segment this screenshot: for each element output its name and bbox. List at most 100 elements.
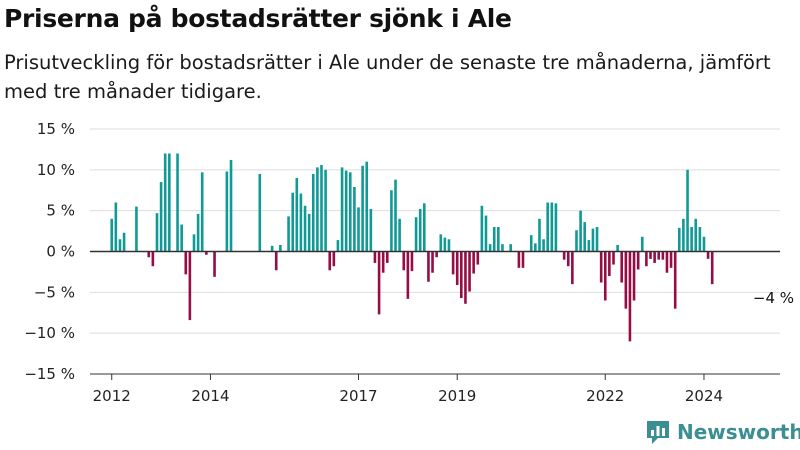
bar	[657, 251, 661, 260]
x-tick-label: 2012	[93, 387, 131, 405]
bar	[534, 243, 537, 252]
bar	[439, 234, 443, 252]
bar	[151, 251, 155, 267]
bar	[690, 227, 693, 252]
bar	[336, 240, 340, 252]
y-tick-label: −15 %	[24, 365, 75, 383]
bar	[229, 160, 233, 252]
bar	[698, 227, 702, 252]
x-tick-label: 2022	[586, 387, 624, 405]
bar	[542, 239, 545, 252]
bar	[274, 251, 278, 271]
bar	[373, 251, 377, 263]
bar	[192, 234, 196, 252]
bar	[114, 202, 118, 252]
bar	[270, 245, 274, 252]
bar	[287, 216, 290, 252]
bar	[324, 169, 327, 252]
bar	[480, 205, 484, 252]
bar	[443, 237, 447, 252]
bar	[468, 251, 471, 292]
bar	[665, 251, 669, 273]
bars	[110, 153, 714, 342]
chart-subtitle: Prisutveckling för bostadsrätter i Ale u…	[4, 51, 771, 103]
bar	[645, 251, 648, 267]
bar	[632, 251, 636, 301]
bar	[406, 251, 410, 299]
bar	[196, 213, 200, 252]
bar	[213, 251, 216, 277]
bar	[587, 240, 591, 252]
x-axis: 2012 2014 2017 2019 2022 2024	[93, 374, 723, 405]
bar	[608, 251, 611, 276]
bar	[328, 251, 332, 271]
bar	[624, 251, 628, 309]
x-tick-label: 2017	[339, 387, 377, 405]
bar	[628, 251, 632, 342]
bar	[599, 251, 603, 283]
bar	[595, 227, 599, 252]
bar	[147, 251, 151, 258]
bar	[422, 203, 426, 252]
bar	[418, 209, 422, 252]
y-tick-label: 5 %	[46, 202, 75, 220]
bar	[135, 206, 138, 252]
y-tick-label: 0 %	[46, 243, 75, 261]
bar	[562, 251, 566, 260]
bar	[571, 251, 574, 285]
bar	[410, 251, 414, 272]
bar	[377, 251, 381, 315]
bar	[340, 167, 344, 252]
bar	[649, 251, 652, 259]
bar	[583, 222, 586, 252]
bar	[653, 251, 656, 263]
bar	[451, 251, 455, 275]
bar	[497, 227, 500, 252]
bar	[118, 239, 122, 252]
bar	[579, 210, 582, 252]
bar	[357, 207, 360, 252]
bar	[616, 244, 619, 252]
bar	[361, 165, 364, 252]
bar	[501, 244, 504, 252]
bar	[369, 209, 373, 252]
bar	[427, 251, 430, 282]
bar	[546, 202, 549, 252]
bar	[311, 173, 315, 252]
bar	[188, 251, 192, 321]
bar	[640, 236, 644, 252]
bar	[509, 244, 512, 252]
bar	[686, 169, 689, 252]
bar	[159, 182, 163, 252]
bar	[529, 235, 533, 252]
bar	[472, 251, 475, 274]
last-value-annotation: −4 %	[753, 289, 794, 307]
bar	[575, 230, 578, 252]
bar	[122, 232, 126, 252]
chart-title: Priserna på bostadsrätter sjönk i Ale	[4, 4, 512, 33]
bar	[398, 218, 401, 252]
bar	[414, 217, 418, 252]
bar	[694, 218, 698, 252]
bar	[682, 218, 685, 252]
brand-name: Newsworthy	[677, 420, 800, 444]
bar	[295, 178, 299, 252]
bar	[303, 205, 307, 252]
bar	[677, 227, 681, 252]
bar	[205, 251, 208, 255]
bar	[176, 153, 179, 252]
bar	[492, 227, 496, 252]
bar	[620, 251, 623, 283]
y-tick-label: 10 %	[37, 161, 75, 179]
bar	[447, 239, 451, 252]
bar	[706, 251, 710, 259]
bar	[484, 215, 488, 252]
bar	[291, 192, 295, 252]
bar	[365, 161, 369, 252]
bar	[299, 193, 303, 252]
bar	[279, 244, 282, 252]
bar	[155, 213, 159, 252]
bar	[110, 218, 114, 252]
bar	[332, 251, 336, 267]
